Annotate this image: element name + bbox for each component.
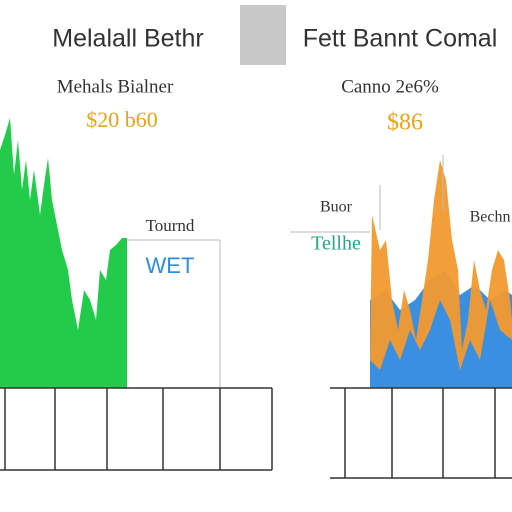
right-title: Fett Bannt Comal <box>303 25 498 53</box>
box-label: Tournd <box>146 216 195 235</box>
left-heading: Mehals Bialner <box>57 76 174 97</box>
left-grid <box>0 387 273 471</box>
right-figure: $86 <box>387 110 423 136</box>
label-mid: Tellhe <box>311 233 361 255</box>
box-value: WET <box>146 253 195 278</box>
label-top: Buor <box>320 199 353 216</box>
left-title: Melalall Bethr <box>52 25 203 53</box>
left-figure: $20 b60 <box>86 107 158 132</box>
gray-square <box>240 5 286 65</box>
right-heading: Canno 2e6% <box>341 76 439 97</box>
label-right: Bechn <box>470 209 511 226</box>
green-area <box>0 118 127 388</box>
right-grid <box>330 387 512 479</box>
orange-area <box>370 160 512 370</box>
